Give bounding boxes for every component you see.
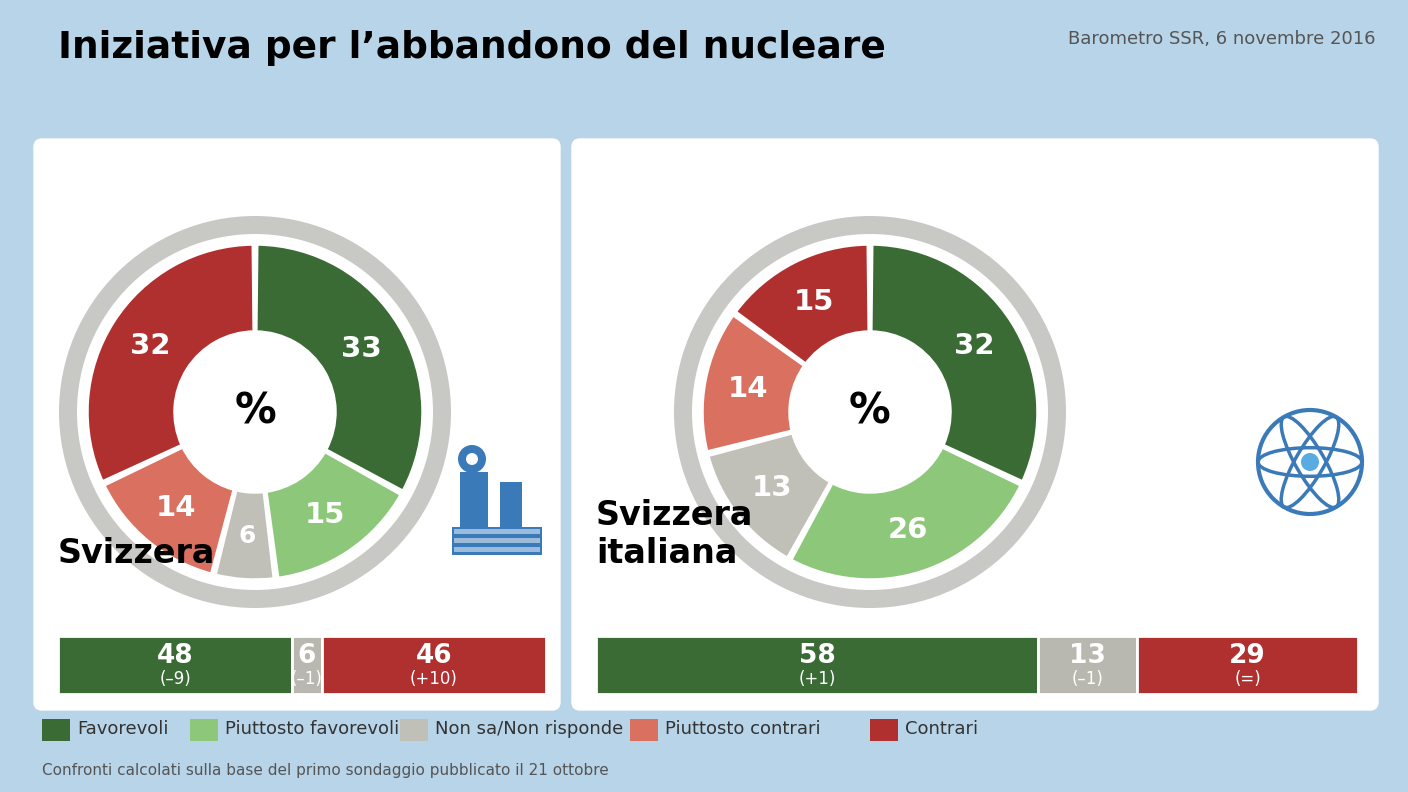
FancyBboxPatch shape xyxy=(34,139,560,710)
Text: (=): (=) xyxy=(1235,671,1262,688)
Text: 26: 26 xyxy=(888,516,928,544)
Bar xyxy=(870,719,898,741)
Circle shape xyxy=(59,216,451,608)
Text: Non sa/Non risponde: Non sa/Non risponde xyxy=(435,720,624,738)
Text: (+1): (+1) xyxy=(798,671,836,688)
Bar xyxy=(190,719,218,741)
Wedge shape xyxy=(266,451,401,578)
Bar xyxy=(453,538,541,543)
Text: Piuttosto favorevoli: Piuttosto favorevoli xyxy=(225,720,400,738)
Wedge shape xyxy=(735,244,869,364)
Text: 14: 14 xyxy=(728,375,769,403)
Wedge shape xyxy=(791,447,1021,580)
Text: 32: 32 xyxy=(130,332,170,360)
Circle shape xyxy=(458,445,486,473)
Text: 14: 14 xyxy=(156,493,196,522)
Text: (+10): (+10) xyxy=(410,671,458,688)
Circle shape xyxy=(1301,453,1319,471)
Text: 48: 48 xyxy=(156,643,193,669)
Text: Svizzera
italiana: Svizzera italiana xyxy=(596,499,753,570)
Wedge shape xyxy=(708,432,831,558)
Text: 6: 6 xyxy=(297,643,315,669)
Bar xyxy=(400,719,428,741)
Bar xyxy=(500,482,522,527)
Text: 15: 15 xyxy=(304,501,345,528)
Bar xyxy=(629,719,658,741)
Wedge shape xyxy=(215,489,275,580)
Text: (–1): (–1) xyxy=(291,671,322,688)
Text: Iniziativa per l’abbandono del nucleare: Iniziativa per l’abbandono del nucleare xyxy=(58,30,886,66)
Text: Favorevoli: Favorevoli xyxy=(77,720,169,738)
Text: 29: 29 xyxy=(1229,643,1266,669)
Text: Svizzera: Svizzera xyxy=(58,537,215,570)
Circle shape xyxy=(790,332,950,492)
Text: 13: 13 xyxy=(1069,643,1105,669)
FancyBboxPatch shape xyxy=(572,139,1378,710)
Text: %: % xyxy=(234,391,276,433)
Text: Confronti calcolati sulla base del primo sondaggio pubblicato il 21 ottobre: Confronti calcolati sulla base del primo… xyxy=(42,763,608,778)
Text: Barometro SSR, 6 novembre 2016: Barometro SSR, 6 novembre 2016 xyxy=(1067,30,1376,48)
Text: Contrari: Contrari xyxy=(905,720,979,738)
Bar xyxy=(1038,636,1138,694)
Bar xyxy=(58,636,293,694)
Wedge shape xyxy=(87,244,255,482)
Text: 46: 46 xyxy=(415,643,452,669)
Text: 33: 33 xyxy=(341,335,382,363)
Text: 15: 15 xyxy=(794,287,834,315)
Bar xyxy=(453,547,541,552)
Text: (–1): (–1) xyxy=(1071,671,1104,688)
Text: 6: 6 xyxy=(238,524,256,548)
Circle shape xyxy=(674,216,1066,608)
Bar xyxy=(1138,636,1357,694)
Wedge shape xyxy=(104,447,234,574)
Text: (–9): (–9) xyxy=(159,671,191,688)
Bar xyxy=(460,472,489,527)
Wedge shape xyxy=(256,244,422,491)
Circle shape xyxy=(77,234,434,590)
Circle shape xyxy=(175,332,335,492)
Text: 32: 32 xyxy=(955,332,995,360)
Bar xyxy=(596,636,1038,694)
Text: 58: 58 xyxy=(798,643,835,669)
Text: Piuttosto contrari: Piuttosto contrari xyxy=(665,720,821,738)
Bar xyxy=(321,636,546,694)
Bar xyxy=(293,636,321,694)
Bar xyxy=(42,719,70,741)
Circle shape xyxy=(466,453,477,465)
Text: %: % xyxy=(849,391,891,433)
Bar xyxy=(452,527,542,555)
Wedge shape xyxy=(703,314,805,452)
Circle shape xyxy=(691,234,1048,590)
Wedge shape xyxy=(870,244,1038,482)
Text: 13: 13 xyxy=(752,474,793,502)
Bar xyxy=(453,529,541,534)
